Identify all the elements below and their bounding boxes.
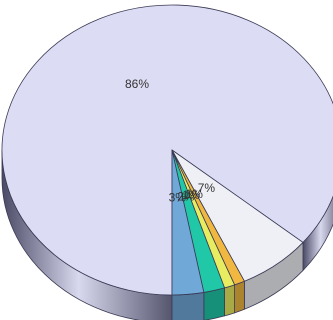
pie-slice-side-3: [224, 284, 235, 317]
pie-slice-label-4: 2%: [177, 189, 195, 203]
pie-slice-label-3: 1%: [182, 188, 200, 202]
pie-label-layer: 86% 7%1%1%2%3%: [125, 77, 215, 205]
pie-slice-side-4: [203, 287, 225, 320]
pie-top-layer: [1, 4, 333, 296]
pie-slice-5: [171, 149, 205, 296]
pie-slice-0: [1, 4, 333, 296]
pie-slice-side-2: [234, 280, 245, 314]
pie-side-layer: [1, 149, 333, 320]
pie-slice-label-5: 3%: [169, 191, 187, 205]
pie-slice-label-1: 7%: [198, 181, 216, 195]
pie-slice-side-5: [171, 291, 205, 320]
pie-slice-label-0: 86%: [125, 77, 149, 91]
pie-slice-label-2: 1%: [186, 187, 204, 201]
